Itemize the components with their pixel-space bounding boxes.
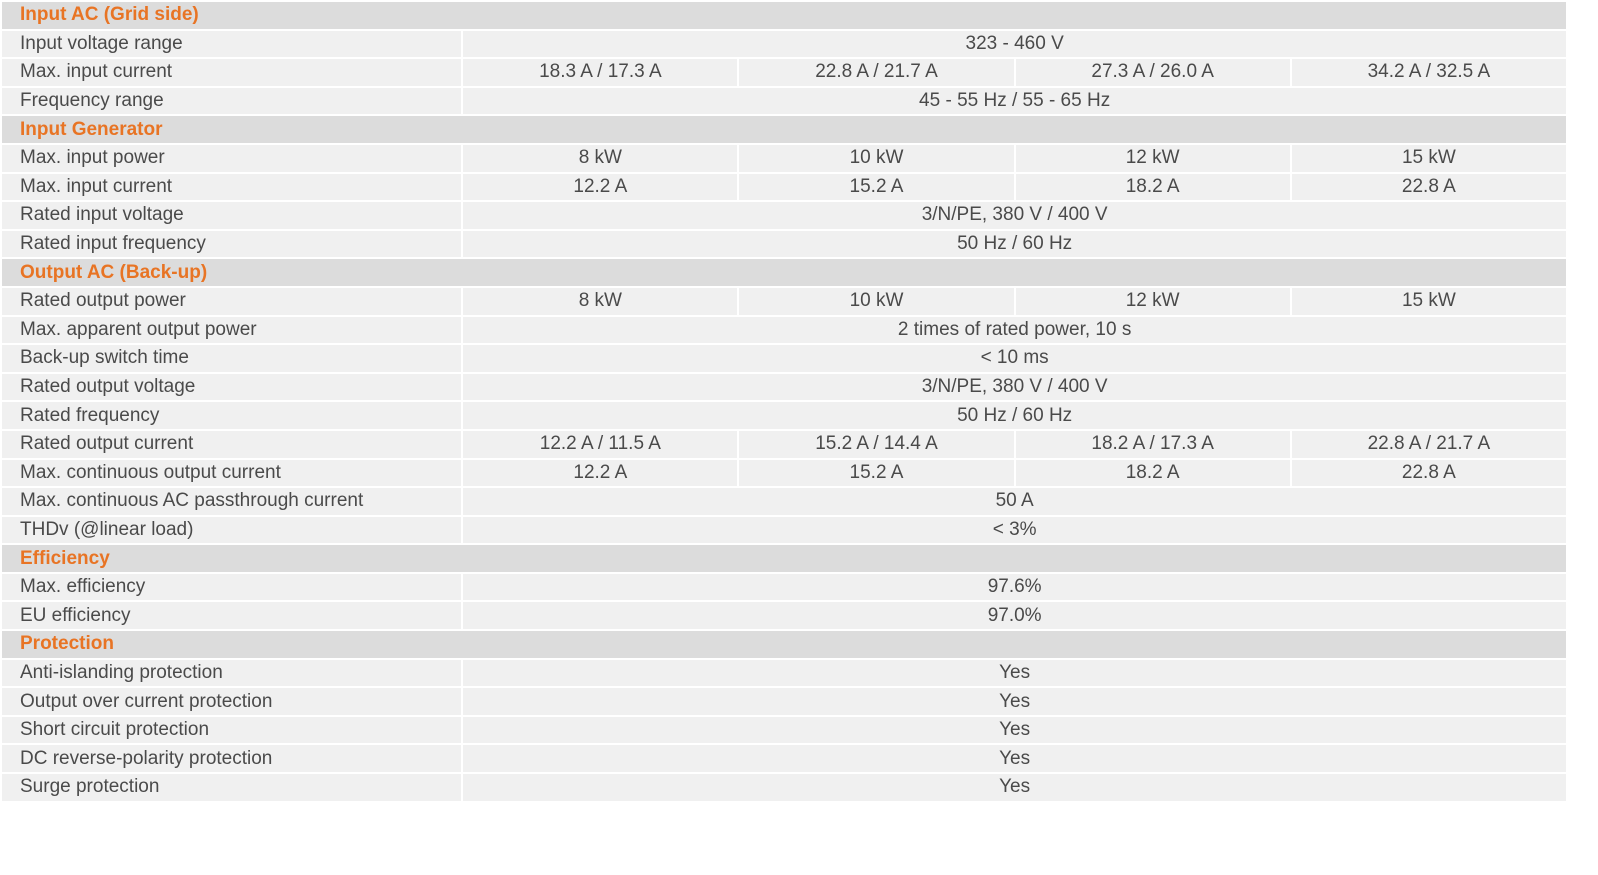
table-row: Max. continuous AC passthrough current 50…	[2, 488, 1566, 515]
table-row: Max. continuous output current 12.2 A 15.2…	[2, 459, 1566, 487]
table-row: EU efficiency 97.0%	[2, 602, 1566, 630]
row-value-model-1: 8 kW	[463, 144, 738, 172]
section-header-row: Efficiency	[2, 545, 1566, 572]
row-value-all-models: 2 times of rated power, 10 s	[463, 316, 1566, 344]
row-value-model-3: 12 kW	[1015, 287, 1290, 315]
row-value-all-models: Yes	[463, 688, 1566, 715]
table-row: Rated input voltage 3/N/PE, 380 V / 400 V	[2, 202, 1566, 229]
row-value-all-models: Yes	[463, 745, 1566, 773]
table-row: Max. efficiency 97.6%	[2, 573, 1566, 601]
row-value-all-models: < 3%	[463, 516, 1566, 544]
row-value-model-3: 12 kW	[1015, 144, 1290, 172]
row-value-all-models: Yes	[463, 774, 1566, 801]
section-title: Protection	[2, 631, 1566, 658]
table-row: Frequency range 45 - 55 Hz / 55 - 65 Hz	[2, 87, 1566, 115]
row-value-model-1: 12.2 A / 11.5 A	[463, 430, 738, 458]
row-value-model-2: 10 kW	[739, 144, 1014, 172]
row-value-all-models: < 10 ms	[463, 345, 1566, 372]
row-label: Frequency range	[2, 87, 462, 115]
row-value-all-models: 323 - 460 V	[463, 30, 1566, 58]
section-header-row: Output AC (Back-up)	[2, 259, 1566, 286]
row-value-model-4: 22.8 A / 21.7 A	[1291, 430, 1566, 458]
row-value-all-models: Yes	[463, 659, 1566, 687]
table-row: Max. apparent output power 2 times of rat…	[2, 316, 1566, 344]
row-label: Max. apparent output power	[2, 316, 462, 344]
row-value-all-models: 50 A	[463, 488, 1566, 515]
row-value-all-models: 45 - 55 Hz / 55 - 65 Hz	[463, 87, 1566, 115]
table-row: Max. input current 12.2 A 15.2 A 18.2 A 22.8…	[2, 173, 1566, 201]
row-label: Anti-islanding protection	[2, 659, 462, 687]
row-value-model-2: 15.2 A	[739, 459, 1014, 487]
row-label: Max. continuous output current	[2, 459, 462, 487]
row-value-all-models: 3/N/PE, 380 V / 400 V	[463, 202, 1566, 229]
row-label: Rated output current	[2, 430, 462, 458]
row-value-model-1: 12.2 A	[463, 173, 738, 201]
table-row: Output over current protection Yes	[2, 688, 1566, 715]
table-row: Rated frequency 50 Hz / 60 Hz	[2, 402, 1566, 429]
row-label: Output over current protection	[2, 688, 462, 715]
row-label: Max. input current	[2, 59, 462, 86]
row-label: Rated input voltage	[2, 202, 462, 229]
table-row: Rated output voltage 3/N/PE, 380 V / 400 …	[2, 373, 1566, 401]
table-row: Max. input power 8 kW 10 kW 12 kW 15 kW	[2, 144, 1566, 172]
table-row: Short circuit protection Yes	[2, 716, 1566, 744]
row-label: Max. efficiency	[2, 573, 462, 601]
row-label: Input voltage range	[2, 30, 462, 58]
table-row: Anti-islanding protection Yes	[2, 659, 1566, 687]
row-value-model-1: 12.2 A	[463, 459, 738, 487]
table-row: Surge protection Yes	[2, 774, 1566, 801]
row-label: Max. input power	[2, 144, 462, 172]
row-value-model-3: 27.3 A / 26.0 A	[1015, 59, 1290, 86]
section-header-row: Input AC (Grid side)	[2, 2, 1566, 29]
table-row: Back-up switch time < 10 ms	[2, 345, 1566, 372]
spec-table-body: Input AC (Grid side) Input voltage range 3…	[2, 2, 1566, 801]
section-title: Efficiency	[2, 545, 1566, 572]
row-value-model-3: 18.2 A / 17.3 A	[1015, 430, 1290, 458]
table-row: Rated output power 8 kW 10 kW 12 kW 15 kW	[2, 287, 1566, 315]
row-value-all-models: 97.6%	[463, 573, 1566, 601]
table-row: Input voltage range 323 - 460 V	[2, 30, 1566, 58]
section-title: Output AC (Back-up)	[2, 259, 1566, 286]
row-label: Rated input frequency	[2, 230, 462, 258]
row-value-all-models: 3/N/PE, 380 V / 400 V	[463, 373, 1566, 401]
row-value-model-3: 18.2 A	[1015, 173, 1290, 201]
row-label: Rated frequency	[2, 402, 462, 429]
section-title: Input AC (Grid side)	[2, 2, 1566, 29]
table-row: DC reverse-polarity protection Yes	[2, 745, 1566, 773]
table-row: THDv (@linear load) < 3%	[2, 516, 1566, 544]
row-label: Rated output voltage	[2, 373, 462, 401]
row-label: THDv (@linear load)	[2, 516, 462, 544]
row-label: DC reverse-polarity protection	[2, 745, 462, 773]
row-label: Back-up switch time	[2, 345, 462, 372]
row-value-model-4: 34.2 A / 32.5 A	[1291, 59, 1566, 86]
row-label: EU efficiency	[2, 602, 462, 630]
row-value-all-models: 97.0%	[463, 602, 1566, 630]
row-label: Max. continuous AC passthrough current	[2, 488, 462, 515]
row-label: Surge protection	[2, 774, 462, 801]
table-row: Max. input current 18.3 A / 17.3 A 22.8 A …	[2, 59, 1566, 86]
row-value-model-4: 22.8 A	[1291, 173, 1566, 201]
row-value-model-1: 18.3 A / 17.3 A	[463, 59, 738, 86]
row-value-model-2: 22.8 A / 21.7 A	[739, 59, 1014, 86]
section-header-row: Protection	[2, 631, 1566, 658]
row-label: Short circuit protection	[2, 716, 462, 744]
section-title: Input Generator	[2, 116, 1566, 143]
row-value-model-3: 18.2 A	[1015, 459, 1290, 487]
row-label: Max. input current	[2, 173, 462, 201]
row-value-model-4: 22.8 A	[1291, 459, 1566, 487]
section-header-row: Input Generator	[2, 116, 1566, 143]
table-row: Rated output current 12.2 A / 11.5 A 15.2 …	[2, 430, 1566, 458]
table-row: Rated input frequency 50 Hz / 60 Hz	[2, 230, 1566, 258]
row-value-all-models: Yes	[463, 716, 1566, 744]
row-value-model-4: 15 kW	[1291, 287, 1566, 315]
row-value-model-2: 15.2 A	[739, 173, 1014, 201]
row-value-model-4: 15 kW	[1291, 144, 1566, 172]
spec-table: Input AC (Grid side) Input voltage range 3…	[2, 2, 1566, 801]
row-value-all-models: 50 Hz / 60 Hz	[463, 230, 1566, 258]
row-value-all-models: 50 Hz / 60 Hz	[463, 402, 1566, 429]
row-value-model-2: 10 kW	[739, 287, 1014, 315]
row-label: Rated output power	[2, 287, 462, 315]
row-value-model-2: 15.2 A / 14.4 A	[739, 430, 1014, 458]
row-value-model-1: 8 kW	[463, 287, 738, 315]
